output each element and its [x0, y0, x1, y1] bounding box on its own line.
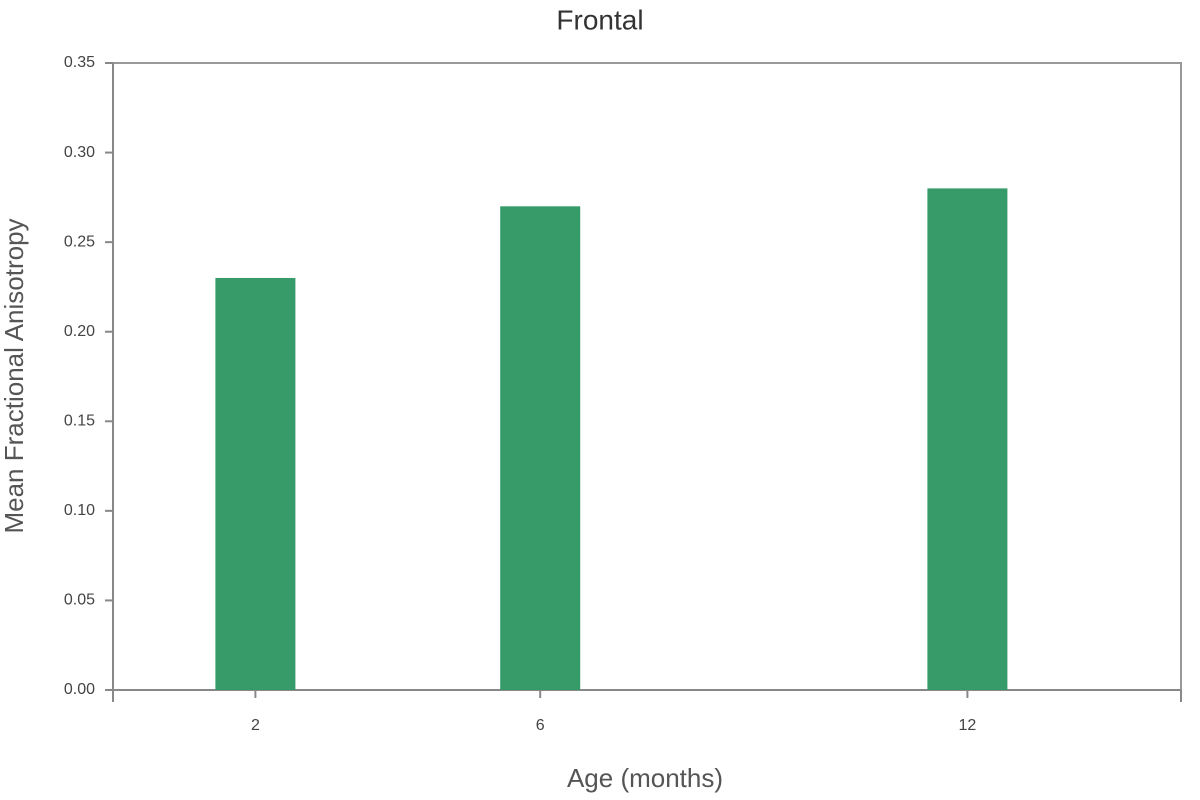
y-tick-label: 0.25: [64, 233, 95, 250]
bar: [927, 188, 1008, 690]
x-axis-title: Age (months): [567, 763, 723, 793]
chart-title: Frontal: [556, 4, 643, 35]
y-tick-label: 0.20: [64, 323, 95, 340]
y-tick-label: 0.10: [64, 502, 95, 519]
y-tick-label: 0.30: [64, 144, 95, 161]
y-tick-label: 0.00: [64, 681, 95, 698]
y-axis-title: Mean Fractional Anisotropy: [0, 218, 29, 533]
y-tick-label: 0.35: [64, 54, 95, 71]
x-tick-label: 6: [536, 717, 545, 734]
x-tick-label: 2: [251, 717, 260, 734]
bar: [500, 206, 581, 691]
x-tick-label: 12: [959, 717, 977, 734]
y-tick-label: 0.15: [64, 413, 95, 430]
bar: [215, 277, 296, 690]
y-tick-label: 0.05: [64, 592, 95, 609]
